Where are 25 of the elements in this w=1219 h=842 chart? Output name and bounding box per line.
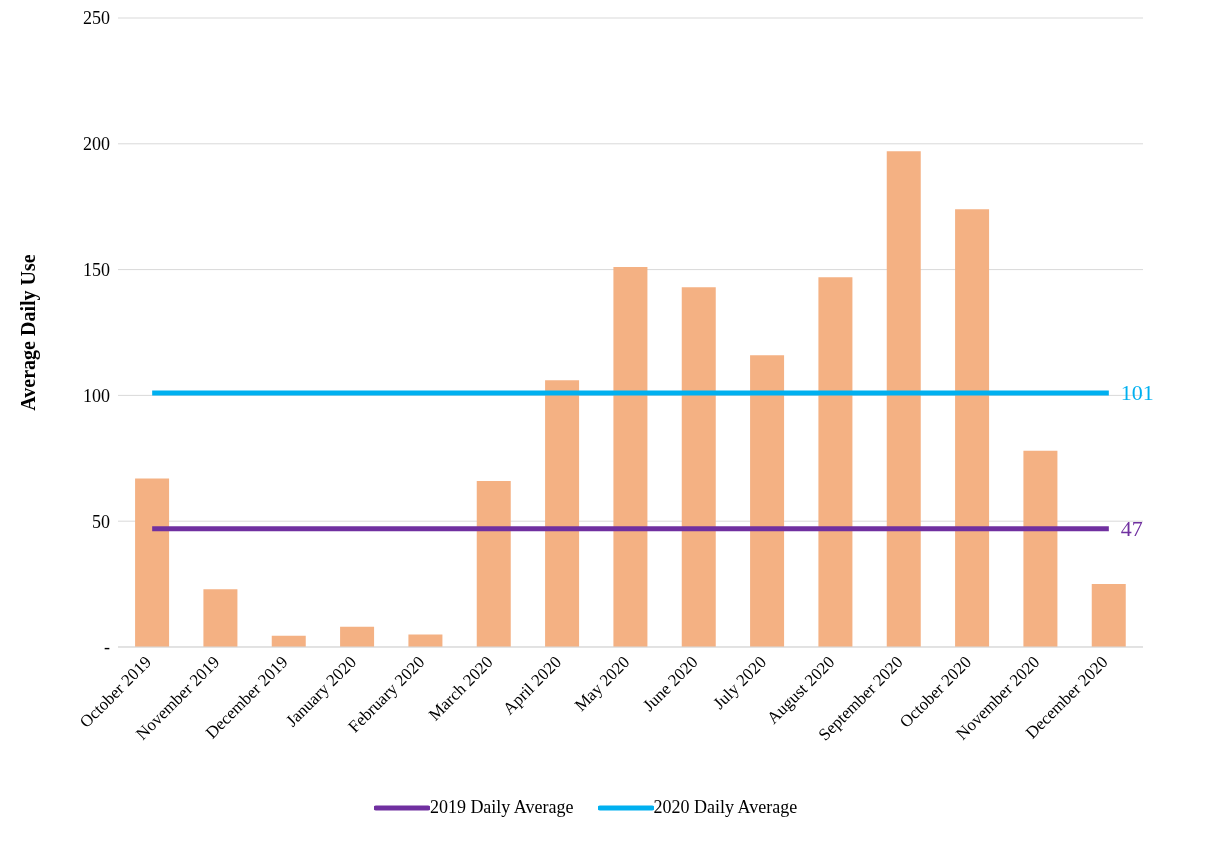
bar: [135, 478, 170, 647]
bar: [613, 267, 648, 647]
y-tick-label: 100: [83, 385, 110, 406]
y-tick-label: 50: [92, 511, 110, 532]
bar: [1091, 584, 1126, 647]
y-axis-title: Average Daily Use: [17, 254, 41, 411]
bar: [408, 634, 443, 647]
legend-label: 2020 Daily Average: [653, 797, 798, 818]
legend-label: 2019 Daily Average: [429, 797, 574, 818]
bar: [681, 287, 716, 647]
data-label: 47: [1120, 515, 1143, 541]
y-tick-label: 150: [83, 259, 110, 280]
bar: [476, 480, 511, 647]
bar: [818, 277, 853, 647]
bar: [1023, 450, 1058, 647]
bar: [750, 355, 785, 647]
y-tick-label: -: [104, 637, 110, 658]
bar: [545, 380, 580, 647]
bar: [340, 626, 375, 647]
data-label: 101: [1120, 379, 1154, 405]
bar: [886, 151, 921, 647]
bar: [955, 209, 990, 647]
y-tick-label: 250: [83, 8, 110, 29]
bar: [203, 589, 238, 647]
y-tick-label: 200: [83, 134, 110, 155]
